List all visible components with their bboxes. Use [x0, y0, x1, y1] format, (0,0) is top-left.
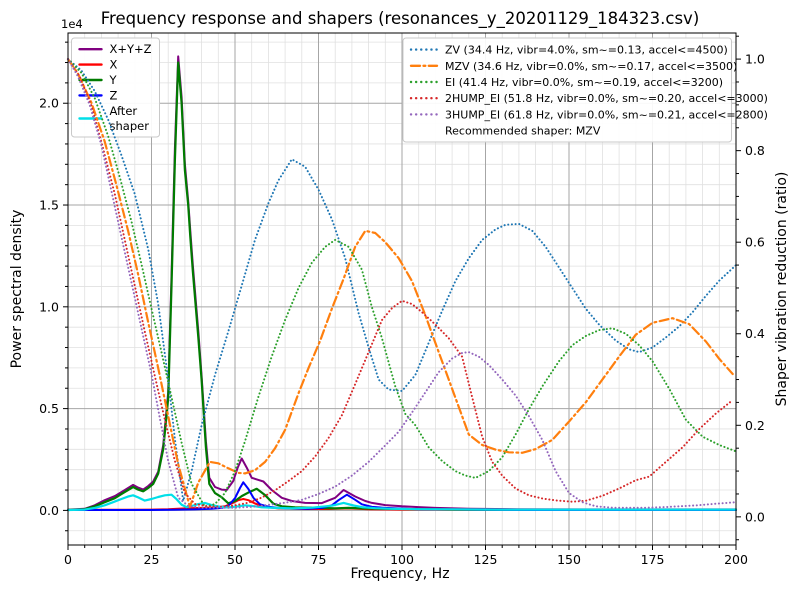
- y-right-tick-label: 0.6: [745, 235, 765, 250]
- x-tick-label: 200: [724, 552, 748, 567]
- x-tick-label: 100: [390, 552, 414, 567]
- y-right-tick-label: 0.8: [745, 143, 765, 158]
- legend-label: Recommended shaper: MZV: [445, 125, 601, 138]
- y-axis-right-label: Shaper vibration reduction (ratio): [774, 171, 790, 407]
- y-left-tick-label: 2.0: [39, 96, 59, 111]
- x-tick-label: 125: [474, 552, 498, 567]
- legend-label: Z: [110, 88, 118, 102]
- legend-label: 2HUMP_EI (51.8 Hz, vibr=0.0%, sm~=0.20, …: [445, 92, 768, 105]
- legend-label: X: [110, 58, 118, 72]
- y-left-tick-label: 0.0: [39, 503, 59, 518]
- y-right-tick-label: 0.0: [745, 509, 765, 524]
- x-tick-label: 50: [227, 552, 243, 567]
- series-mzv: [66, 58, 734, 508]
- y-right-tick-label: 0.2: [745, 418, 765, 433]
- x-tick-label: 25: [144, 552, 160, 567]
- y-right-tick-label: 1.0: [745, 52, 765, 67]
- series-2hump-ei: [67, 58, 734, 508]
- legend-right-frame: [402, 37, 732, 143]
- y-axis-left-label: Power spectral density: [9, 209, 25, 369]
- x-tick-label: 0: [64, 552, 72, 567]
- y-left-tick-label: 1.5: [39, 198, 59, 213]
- ticks: [63, 35, 741, 550]
- x-tick-label: 75: [311, 552, 327, 567]
- series-ei: [67, 58, 737, 508]
- x-tick-label: 150: [557, 552, 581, 567]
- legend-right: ZV (34.4 Hz, vibr=4.0%, sm~=0.13, accel<…: [402, 37, 768, 143]
- legend-label: Y: [109, 73, 118, 87]
- y-axis-offset-text: 1e4: [61, 17, 83, 31]
- series-3hump-ei: [67, 58, 737, 509]
- series-x-y-z: [67, 55, 737, 511]
- y-right-tick-label: 0.4: [745, 326, 765, 341]
- legend-label: EI (41.4 Hz, vibr=0.0%, sm~=0.19, accel<…: [445, 76, 723, 89]
- legend-label: X+Y+Z: [110, 42, 152, 56]
- series-after-shaper: [66, 493, 738, 512]
- legend-label: 3HUMP_EI (61.8 Hz, vibr=0.0%, sm~=0.21, …: [445, 108, 768, 121]
- legend-label: After: [110, 104, 138, 118]
- y-left-tick-label: 1.0: [39, 299, 59, 314]
- x-tick-label: 175: [641, 552, 665, 567]
- legend-label: ZV (34.4 Hz, vibr=4.0%, sm~=0.13, accel<…: [445, 44, 728, 57]
- y-left-tick-label: 0.5: [39, 401, 59, 416]
- chart-title: Frequency response and shapers (resonanc…: [100, 9, 700, 28]
- series-y: [66, 61, 738, 512]
- x-axis-label: Frequency, Hz: [350, 566, 450, 582]
- series-zv: [67, 58, 737, 502]
- legend-label: shaper: [110, 119, 150, 133]
- legend-label: MZV (34.6 Hz, vibr=0.0%, sm~=0.17, accel…: [445, 60, 737, 73]
